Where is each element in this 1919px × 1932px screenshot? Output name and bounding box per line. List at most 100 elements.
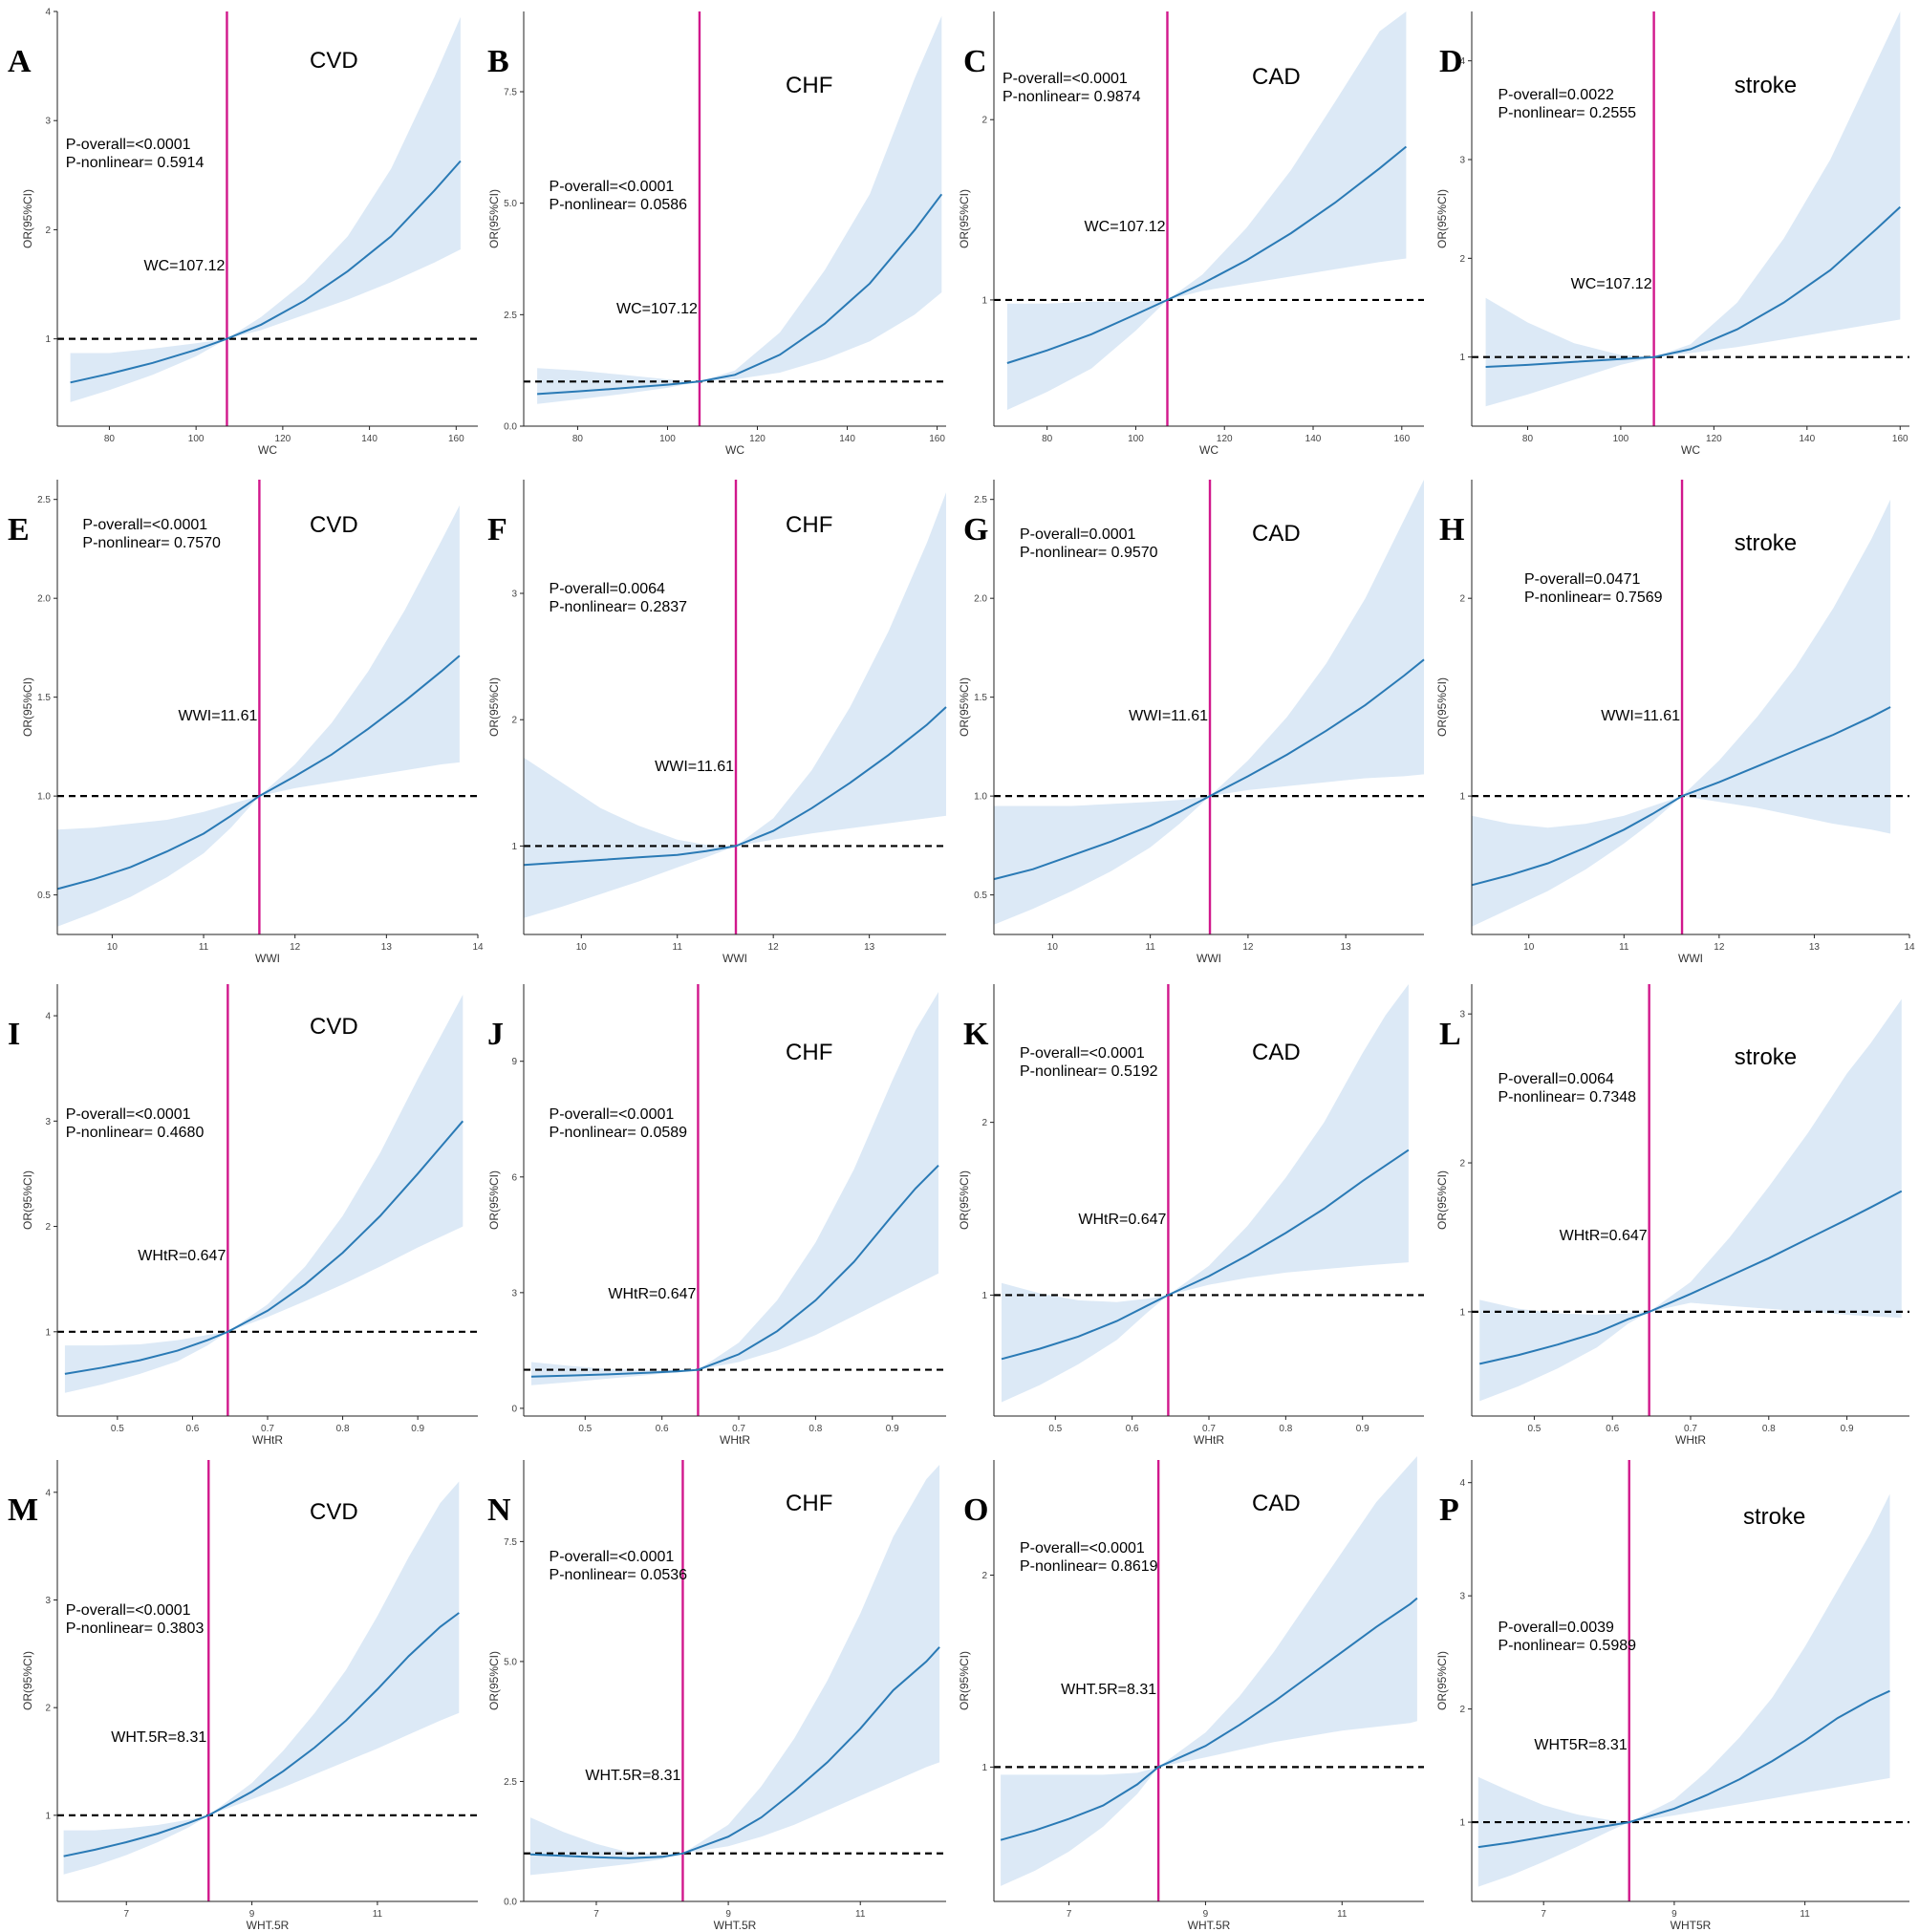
plot-area: 0.5 0.6 0.7 0.8 0.9 0 3 6 9 (511, 984, 946, 1434)
x-tick-label: 0.5 (1048, 1424, 1062, 1434)
p-overall: P-overall=0.0471 (1523, 571, 1641, 589)
x-tick-label: 10 (107, 942, 119, 953)
or-curve (523, 706, 947, 867)
x-tick-label: 0.7 (1202, 1424, 1216, 1434)
panel-m: 7 9 11 1 2 3 4 M CVD P-overall=<0.0001 P-nonlinear… (8, 1460, 478, 1932)
panel-letter: O (963, 1492, 989, 1528)
panel-letter: F (487, 512, 507, 547)
p-values: P-overall=<0.0001 P-nonlinear= 0.4680 (66, 1106, 205, 1142)
x-tick-label: 10 (1047, 942, 1059, 953)
y-tick-label: 3 (1459, 156, 1465, 166)
panel-j: 0.5 0.6 0.7 0.8 0.9 0 3 6 9 J CHF P-overall=<0.0001… (487, 984, 946, 1447)
y-tick-label: 2 (1459, 1159, 1465, 1170)
outcome-title: CAD (1252, 1040, 1301, 1066)
panel-o: 7 9 11 1 2 O CAD P-overall=<0.0001 P-nonlinear= … (958, 1456, 1424, 1932)
p-values: P-overall=<0.0001 P-nonlinear= 0.5914 (66, 136, 205, 172)
or-curve (1485, 205, 1901, 368)
x-tick-label: 0.9 (1841, 1424, 1854, 1434)
y-tick-label: 3 (1459, 1010, 1465, 1020)
x-tick-label: 0.8 (1762, 1424, 1776, 1434)
x-axis-label: WC (725, 443, 744, 457)
x-tick-label: 120 (1706, 434, 1722, 444)
y-tick-label: 2.5 (37, 495, 51, 505)
confidence-band (57, 504, 460, 927)
x-tick-label: 10 (576, 942, 588, 953)
panel-letter: D (1439, 44, 1463, 79)
y-axis-label: OR(95%CI) (487, 188, 502, 249)
p-nonlinear: P-nonlinear= 0.2837 (549, 598, 688, 615)
p-nonlinear: P-nonlinear= 0.0586 (549, 196, 688, 213)
y-tick-label: 2.5 (504, 1777, 517, 1788)
y-tick-label: 4 (45, 8, 51, 18)
plot-area: 10 11 12 13 0.5 1.0 1.5 2.0 2.5 (974, 480, 1425, 953)
p-values: P-overall=0.0001 P-nonlinear= 0.9570 (1020, 526, 1158, 562)
panel-letter: G (963, 512, 989, 547)
x-tick-label: 100 (659, 434, 676, 444)
plot-area: 10 11 12 13 14 0.5 1.0 1.5 2.0 2.5 (37, 480, 484, 953)
cutoff-label: WC=107.12 (1084, 219, 1166, 236)
outcome-title: CHF (786, 1491, 833, 1517)
outcome-title: stroke (1734, 1043, 1798, 1070)
p-values: P-overall=0.0039 P-nonlinear= 0.5989 (1498, 1619, 1636, 1655)
panel-f: 10 11 12 13 1 2 3 F CHF P-overall=0.0064 P-nonline… (487, 480, 947, 965)
or-curve (1000, 1597, 1418, 1841)
x-axis-label: WWI (255, 952, 280, 965)
p-nonlinear: P-nonlinear= 0.5989 (1498, 1638, 1637, 1655)
y-tick-label: 0.5 (37, 891, 51, 901)
x-tick-label: 80 (1042, 434, 1053, 444)
or-curve (63, 1612, 460, 1857)
x-tick-label: 12 (290, 942, 301, 953)
p-overall: P-overall=<0.0001 (549, 1106, 675, 1123)
y-tick-label: 1 (45, 1327, 51, 1338)
p-overall: P-overall=<0.0001 (1020, 1045, 1145, 1063)
p-values: P-overall=<0.0001 P-nonlinear= 0.0589 (550, 1106, 688, 1142)
y-tick-label: 2.0 (974, 594, 987, 605)
p-overall: P-overall=<0.0001 (65, 1106, 191, 1123)
y-tick-label: 5.0 (504, 199, 517, 209)
x-axis-label: WC (258, 443, 277, 457)
x-tick-label: 14 (472, 942, 484, 953)
x-tick-label: 12 (768, 942, 780, 953)
y-tick-label: 1 (981, 295, 987, 306)
x-tick-label: 100 (188, 434, 205, 444)
x-tick-label: 9 (725, 1909, 731, 1920)
y-axis-label: OR(95%CI) (487, 676, 502, 738)
plot-area: 0.5 0.6 0.7 0.8 0.9 1 2 3 4 (45, 984, 478, 1434)
panel-letter: C (963, 44, 987, 79)
panel-n: 7 9 11 0.0 2.5 5.0 7.5 N CHF P-overall=<0.0001 P-n… (487, 1460, 946, 1932)
or-curve (537, 193, 943, 396)
y-tick-label: 2 (1459, 1705, 1465, 1715)
plot-area: 80 100 120 140 160 1 2 3 4 (1459, 11, 1909, 444)
p-overall: P-overall=<0.0001 (65, 137, 191, 154)
plot-area: 0.5 0.6 0.7 0.8 0.9 1 2 (981, 984, 1424, 1434)
panel-c: 80 100 120 140 160 1 2 C CAD P-overall=<0.0001 P-n… (958, 11, 1424, 457)
confidence-band (994, 480, 1424, 925)
cutoff-label: WHT.5R=8.31 (1061, 1681, 1157, 1698)
p-values: P-overall=<0.0001 P-nonlinear= 0.3803 (66, 1601, 205, 1638)
x-tick-label: 0.7 (732, 1424, 745, 1434)
y-tick-label: 2 (45, 1704, 51, 1714)
outcome-title: CAD (1252, 64, 1301, 91)
x-axis-label: WHT.5R (713, 1919, 757, 1932)
x-tick-label: 140 (1799, 434, 1815, 444)
outcome-title: CVD (310, 1499, 358, 1526)
y-tick-label: 1.5 (974, 693, 987, 703)
plot-area: 80 100 120 140 160 0.0 2.5 5.0 7.5 (504, 11, 946, 444)
p-overall: P-overall=<0.0001 (1020, 1540, 1145, 1557)
x-tick-label: 11 (199, 942, 209, 953)
y-tick-label: 1 (981, 1763, 987, 1773)
y-tick-label: 0.0 (504, 1898, 517, 1908)
x-tick-label: 140 (361, 434, 377, 444)
y-tick-label: 1 (1459, 792, 1465, 803)
confidence-band (63, 1481, 460, 1875)
x-tick-label: 160 (1393, 434, 1410, 444)
y-axis-label: OR(95%CI) (1435, 188, 1450, 249)
confidence-band (524, 492, 946, 918)
y-tick-label: 7.5 (504, 1537, 517, 1548)
or-curve (64, 1120, 464, 1375)
x-tick-label: 7 (1067, 1909, 1072, 1920)
x-axis-label: WWI (1678, 952, 1703, 965)
p-overall: P-overall=0.0039 (1498, 1620, 1614, 1637)
